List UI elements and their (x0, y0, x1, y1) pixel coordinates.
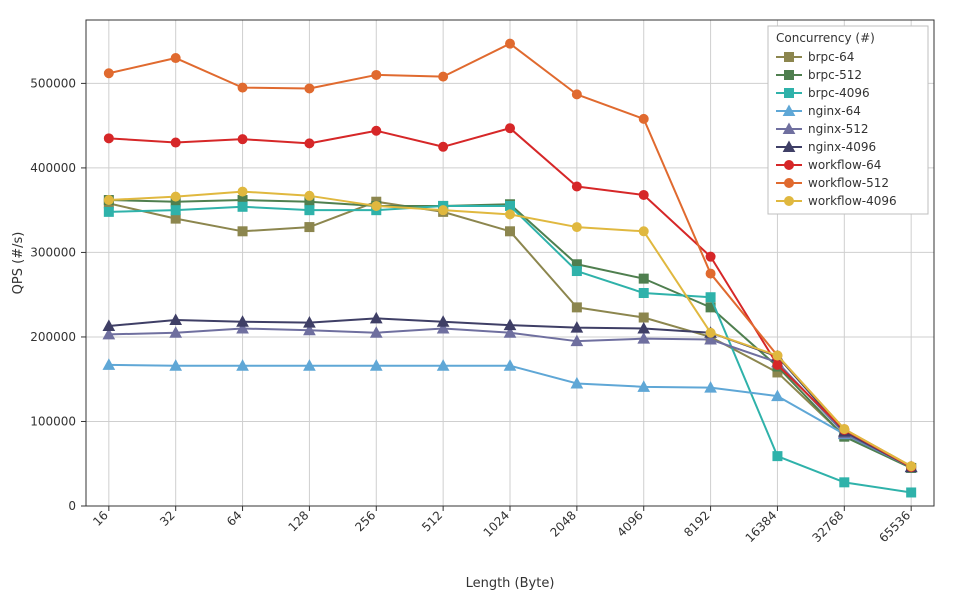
legend-item-label: workflow-4096 (808, 194, 897, 208)
y-tick-label: 100000 (30, 414, 76, 428)
legend-item-label: brpc-64 (808, 50, 854, 64)
legend-item-label: nginx-4096 (808, 140, 876, 154)
x-axis-label: Length (Byte) (466, 576, 555, 591)
legend-item: brpc-512 (776, 68, 862, 82)
legend-item-label: nginx-512 (808, 122, 869, 136)
legend-item-label: workflow-512 (808, 176, 889, 190)
legend: Concurrency (#) brpc-64 brpc-512 brpc-4096 n… (768, 26, 928, 214)
y-tick-label: 400000 (30, 161, 76, 175)
legend-item-label: nginx-64 (808, 104, 861, 118)
legend-item-label: brpc-4096 (808, 86, 870, 100)
legend-item: nginx-64 (776, 104, 861, 118)
legend-item-label: workflow-64 (808, 158, 881, 172)
legend-item: brpc-4096 (776, 86, 870, 100)
legend-item-label: brpc-512 (808, 68, 862, 82)
y-tick-label: 500000 (30, 76, 76, 90)
y-tick-label: 0 (68, 499, 76, 513)
legend-item: brpc-64 (776, 50, 854, 64)
y-axis-label: QPS (#/s) (11, 232, 26, 295)
legend-item: nginx-512 (776, 122, 869, 136)
y-tick-label: 300000 (30, 245, 76, 259)
qps-line-chart: 0100000200000300000400000500000163264128… (0, 0, 956, 597)
legend-title: Concurrency (#) (776, 31, 875, 45)
y-tick-label: 200000 (30, 330, 76, 344)
